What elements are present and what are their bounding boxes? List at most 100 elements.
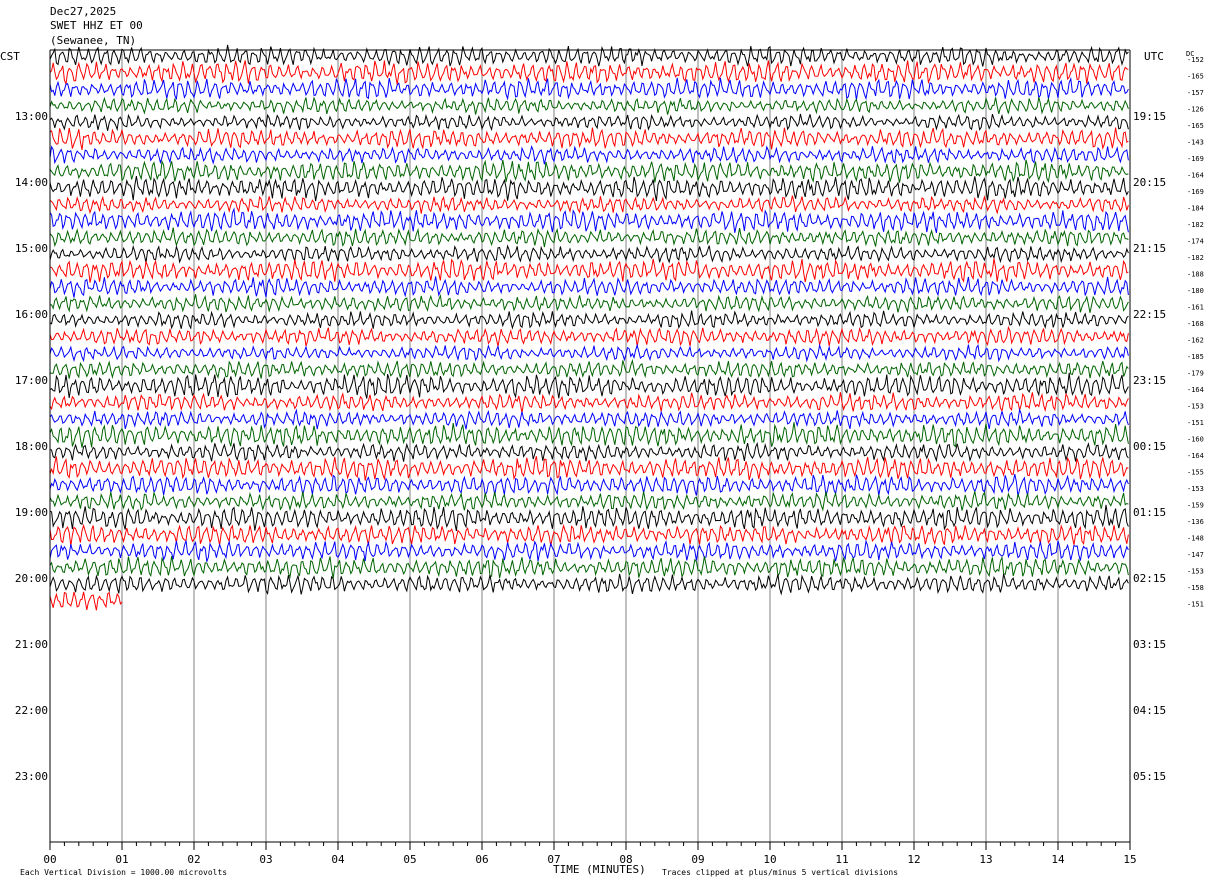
dc-offset-label: -158 — [1187, 584, 1204, 592]
x-tick-label: 02 — [187, 853, 200, 866]
trace-line-21 — [49, 391, 1129, 414]
x-tick-label: 11 — [835, 853, 848, 866]
cst-hour-labels: 13:00 14:00 15:00 16:00 17:00 18:00 19:00 20:00… — [15, 110, 48, 783]
cst-hour-label: 13:00 — [15, 110, 48, 123]
dc-offset-label: -180 — [1187, 287, 1204, 295]
trace-line-12 — [49, 244, 1129, 264]
seismic-traces — [49, 44, 1129, 611]
x-tick-label: 06 — [475, 853, 488, 866]
utc-hour-label: 23:15 — [1133, 374, 1166, 387]
dc-offset-label: -184 — [1187, 205, 1204, 213]
trace-line-26 — [49, 473, 1129, 497]
utc-hour-label: 01:15 — [1133, 506, 1166, 519]
dc-offset-label: -155 — [1187, 469, 1204, 477]
dc-offset-label: -161 — [1187, 304, 1204, 312]
utc-hour-label: 02:15 — [1133, 572, 1166, 585]
trace-line-25 — [49, 456, 1129, 481]
trace-line-8 — [49, 176, 1129, 202]
trace-line-16 — [49, 310, 1129, 330]
utc-hour-labels: 19:15 20:15 21:15 22:15 23:15 00:15 01:15 02:15… — [1133, 110, 1166, 783]
scale-note: Each Vertical Division = 1000.00 microvo… — [20, 868, 228, 877]
x-tick-label: 14 — [1051, 853, 1065, 866]
dc-offset-label: -182 — [1187, 254, 1204, 262]
x-tick-label: 04 — [331, 853, 345, 866]
dc-offset-label: -151 — [1187, 419, 1204, 427]
trace-line-23 — [49, 422, 1129, 448]
trace-line-6 — [49, 144, 1129, 165]
dc-offset-label: -179 — [1187, 370, 1204, 378]
cst-hour-label: 19:00 — [15, 506, 48, 519]
dc-column-label: DC — [1186, 50, 1195, 58]
dc-offset-label: -165 — [1187, 122, 1204, 130]
dc-offset-label: -185 — [1187, 353, 1204, 361]
dc-offset-label: -164 — [1187, 172, 1204, 180]
right-timezone-label: UTC — [1144, 50, 1164, 63]
trace-line-18 — [49, 343, 1129, 363]
utc-hour-label: 20:15 — [1133, 176, 1166, 189]
plot-frame — [49, 49, 1131, 850]
dc-offset-label: -168 — [1187, 320, 1204, 328]
x-tick-label: 13 — [979, 853, 992, 866]
dc-offset-label: -148 — [1187, 535, 1204, 543]
x-tick-labels: 00 01 02 03 04 05 06 07 08 09 10 11 12 13 14 15 — [43, 853, 1136, 866]
cst-hour-label: 16:00 — [15, 308, 48, 321]
utc-hour-label: 00:15 — [1133, 440, 1166, 453]
trace-line-13 — [49, 258, 1129, 283]
trace-line-2 — [49, 76, 1129, 101]
trace-line-32 — [49, 573, 1129, 596]
dc-offset-label: -169 — [1187, 188, 1204, 196]
x-tick-label: 01 — [115, 853, 128, 866]
dc-offset-label: -147 — [1187, 551, 1204, 559]
cst-hour-label: 15:00 — [15, 242, 48, 255]
cst-hour-label: 17:00 — [15, 374, 48, 387]
clip-note: Traces clipped at plus/minus 5 vertical … — [662, 868, 899, 877]
dc-offset-label: -165 — [1187, 73, 1204, 81]
x-tick-label: 05 — [403, 853, 416, 866]
x-tick-label: 08 — [619, 853, 632, 866]
x-axis-label: TIME (MINUTES) — [553, 863, 646, 876]
dc-offset-label: -174 — [1187, 238, 1204, 246]
utc-hour-label: 19:15 — [1133, 110, 1166, 123]
trace-line-28 — [49, 504, 1129, 532]
trace-line-4 — [49, 113, 1129, 132]
dc-offset-label: -169 — [1187, 155, 1204, 163]
x-tick-label: 09 — [691, 853, 704, 866]
utc-hour-label: 22:15 — [1133, 308, 1166, 321]
trace-line-22 — [49, 407, 1129, 430]
x-tick-label: 03 — [259, 853, 272, 866]
trace-line-20 — [49, 372, 1129, 399]
x-tick-label: 07 — [547, 853, 560, 866]
trace-line-24 — [49, 441, 1129, 463]
trace-line-15 — [49, 293, 1129, 314]
cst-hour-label: 14:00 — [15, 176, 48, 189]
dc-offset-label: -160 — [1187, 436, 1204, 444]
trace-line-9 — [49, 195, 1129, 215]
utc-hour-label: 05:15 — [1133, 770, 1166, 783]
dc-offset-label: -157 — [1187, 89, 1204, 97]
dc-offset-label: -164 — [1187, 452, 1204, 460]
dc-offset-label: -188 — [1187, 271, 1204, 279]
trace-line-3 — [49, 96, 1129, 115]
cst-hour-label: 22:00 — [15, 704, 48, 717]
cst-hour-label: 20:00 — [15, 572, 48, 585]
trace-line-14 — [49, 276, 1129, 298]
trace-line-5 — [49, 127, 1129, 150]
trace-line-0 — [49, 44, 1129, 67]
left-timezone-label: CST — [0, 50, 20, 63]
dc-offset-label: -126 — [1187, 106, 1204, 114]
cst-hour-label: 23:00 — [15, 770, 48, 783]
header-station: SWET HHZ ET 00 — [50, 19, 143, 32]
header-date: Dec27,2025 — [50, 5, 117, 18]
cst-hour-label: 18:00 — [15, 440, 48, 453]
dc-offset-label: -136 — [1187, 518, 1204, 526]
trace-line-33 — [49, 591, 123, 611]
trace-line-7 — [49, 159, 1129, 184]
dc-offset-label: -152 — [1187, 56, 1204, 64]
trace-line-27 — [49, 490, 1129, 512]
x-tick-label: 00 — [43, 853, 56, 866]
trace-line-31 — [49, 555, 1129, 579]
dc-offset-label: -153 — [1187, 485, 1204, 493]
dc-offset-label: -164 — [1187, 386, 1204, 394]
minute-grid — [121, 50, 1059, 842]
